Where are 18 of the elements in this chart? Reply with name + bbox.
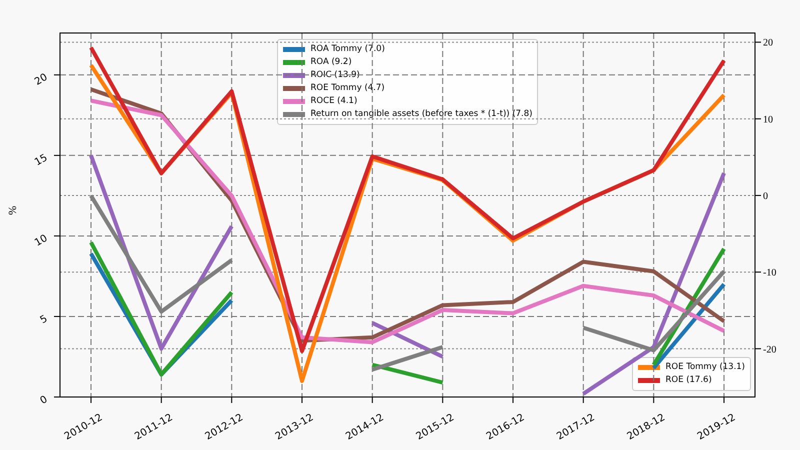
legend-label: ROCE (4.1) <box>310 95 358 108</box>
legend-label: ROE Tommy (13.1) <box>666 361 745 374</box>
legend-label: Return on tangible assets (before taxes * (1-t)) (7.8) <box>310 108 532 121</box>
legend-label: ROE (17.6) <box>666 374 712 387</box>
y-tick-label: 0 <box>38 394 50 407</box>
y2-tick-label: 0 <box>763 191 768 202</box>
y-tick-label: 10 <box>32 233 50 249</box>
legend-label: ROA Tommy (7.0) <box>310 43 385 56</box>
y-tick-label: 20 <box>32 72 50 88</box>
y-tick-label: 15 <box>32 152 50 168</box>
y-tick-label: 5 <box>38 314 50 326</box>
y2-tick-label: -10 <box>763 268 776 279</box>
y2-tick-label: -20 <box>763 344 776 356</box>
y-axis-title: % <box>6 206 19 215</box>
legend-label: ROE Tommy (4.7) <box>310 82 385 95</box>
y2-tick-label: 10 <box>763 114 773 126</box>
y2-tick-label: 20 <box>763 38 773 49</box>
legend-label: ROA (9.2) <box>310 56 352 69</box>
